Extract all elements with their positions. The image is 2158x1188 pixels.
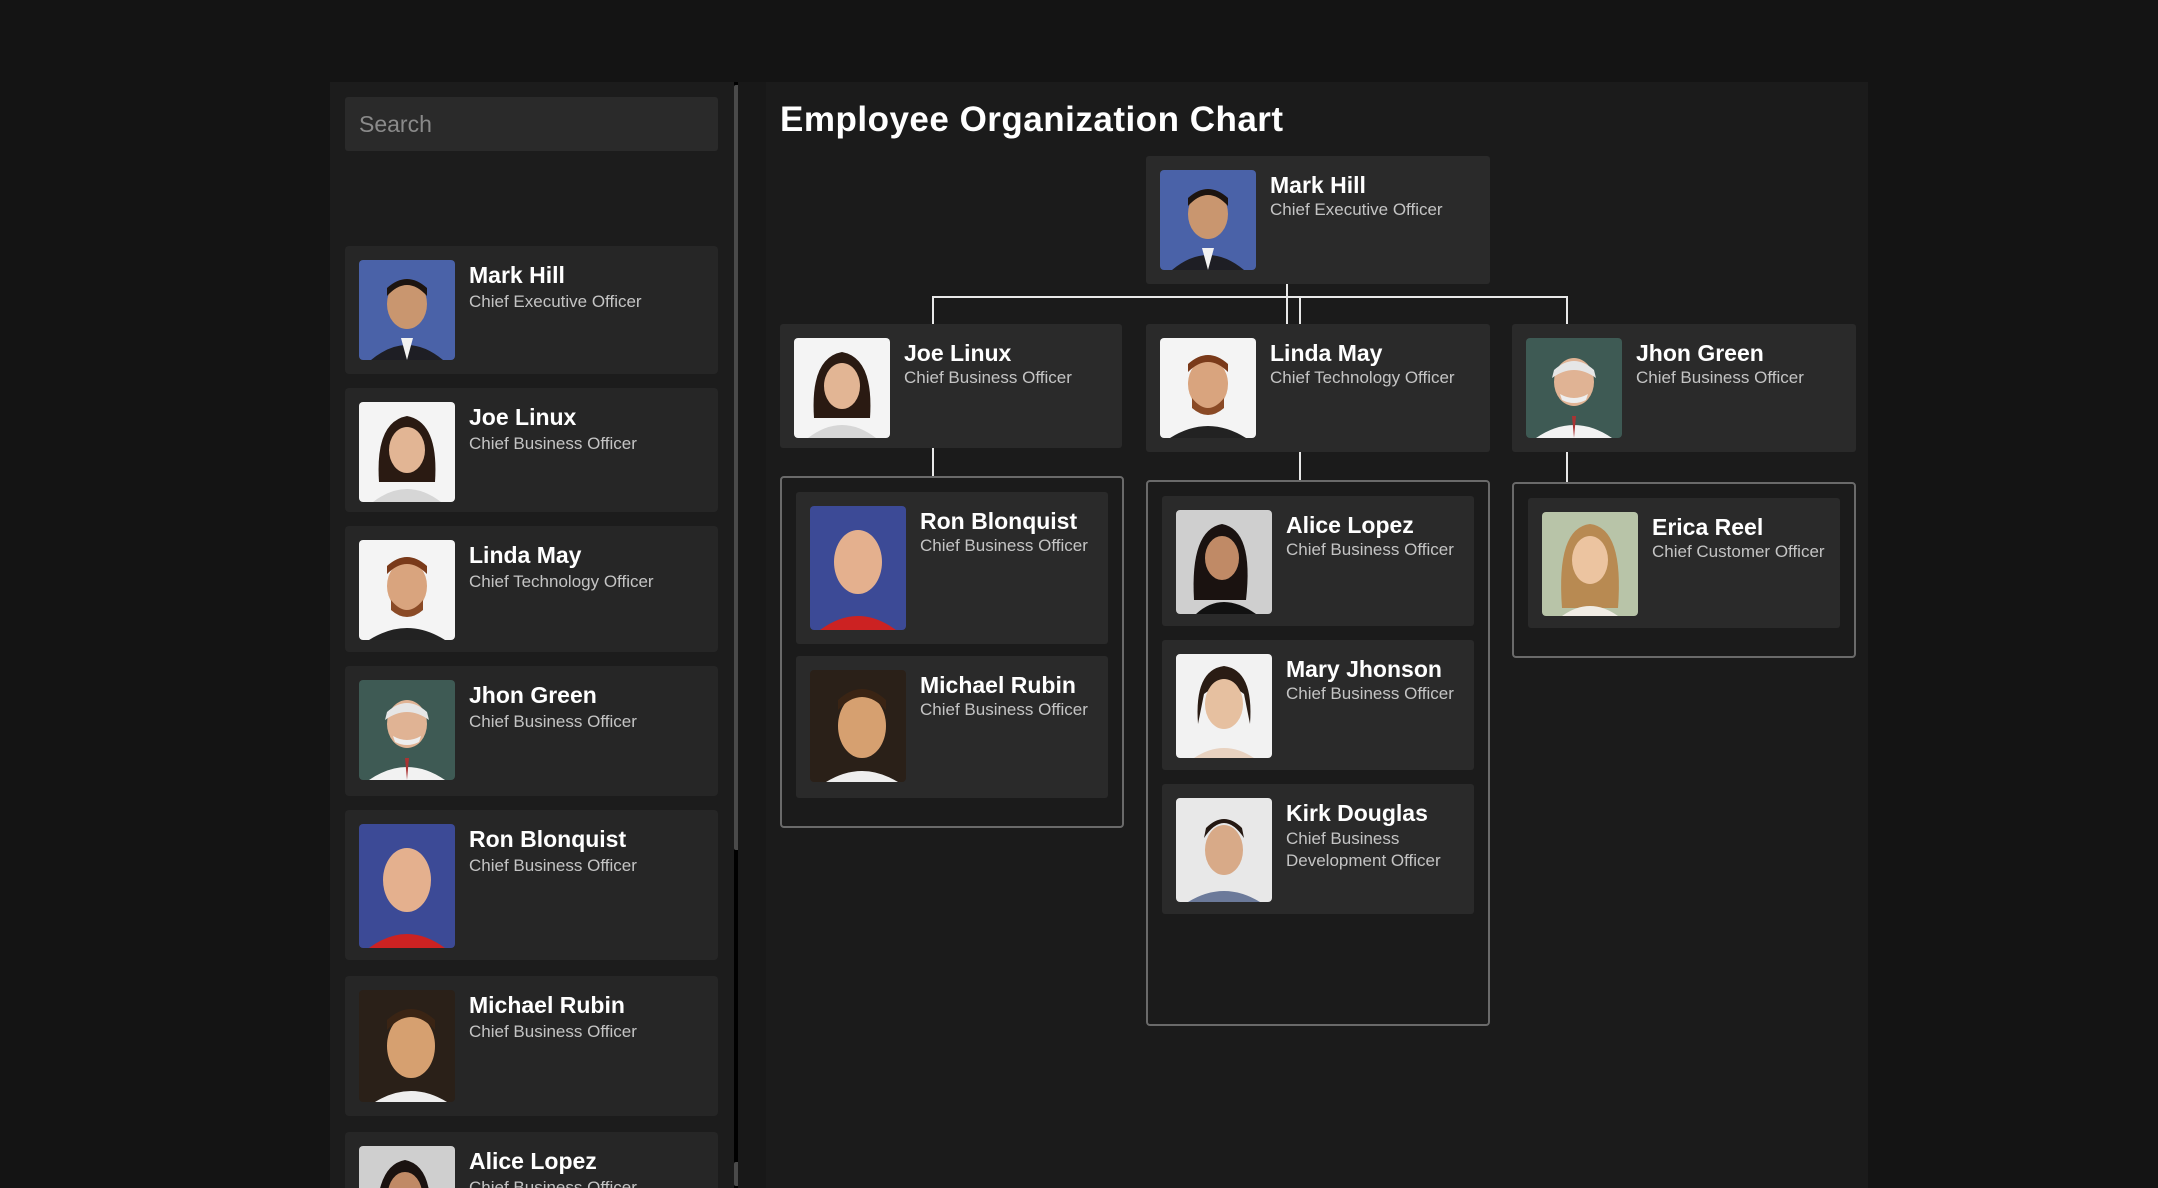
employee-title: Chief Business Officer xyxy=(920,700,1088,719)
connector-line xyxy=(1299,452,1301,480)
avatar xyxy=(1160,170,1256,270)
connector-line xyxy=(932,446,934,476)
avatar xyxy=(359,824,455,948)
org-chart: Employee Organization Chart Mark Hill Ch… xyxy=(766,82,1868,1188)
employee-title: Chief Business Officer xyxy=(469,434,637,453)
employee-name: Ron Blonquist xyxy=(469,826,627,852)
employee-name: Mary Jhonson xyxy=(1286,656,1442,682)
employee-title: Chief Business Officer xyxy=(469,856,637,875)
list-item[interactable]: Michael Rubin Chief Business Officer xyxy=(345,976,718,1116)
employee-list-panel: Mark Hill Chief Executive Officer Joe Li… xyxy=(330,82,738,1188)
avatar xyxy=(1176,798,1272,902)
org-node[interactable]: Erica Reel Chief Customer Officer xyxy=(1528,498,1840,628)
employee-title: Chief Business Officer xyxy=(904,368,1072,387)
app-window: Mark Hill Chief Executive Officer Joe Li… xyxy=(330,82,1868,1188)
org-node[interactable]: Mary Jhonson Chief Business Officer xyxy=(1162,640,1474,770)
employee-title: Chief Business Officer xyxy=(469,712,637,731)
connector-line xyxy=(1286,296,1288,330)
connector-line xyxy=(1299,296,1301,330)
list-item[interactable]: Joe Linux Chief Business Officer xyxy=(345,388,718,512)
report-group xyxy=(1146,480,1490,1026)
list-item[interactable]: Linda May Chief Technology Officer xyxy=(345,526,718,652)
employee-title: Chief Business Officer xyxy=(1286,540,1454,559)
org-node[interactable]: Linda May Chief Technology Officer xyxy=(1146,324,1490,452)
employee-title: Chief Business Officer xyxy=(920,536,1088,555)
employee-title-line: Development Officer xyxy=(1286,851,1441,870)
org-node[interactable]: Alice Lopez Chief Business Officer xyxy=(1162,496,1474,626)
avatar xyxy=(810,670,906,782)
employee-name: Mark Hill xyxy=(1270,172,1366,198)
avatar xyxy=(1542,512,1638,616)
employee-name: Mark Hill xyxy=(469,262,565,288)
search-input[interactable] xyxy=(345,97,718,151)
list-item[interactable]: Ron Blonquist Chief Business Officer xyxy=(345,810,718,960)
list-item[interactable]: Jhon Green Chief Business Officer xyxy=(345,666,718,796)
employee-name: Alice Lopez xyxy=(469,1148,597,1174)
avatar xyxy=(359,402,455,502)
scrollbar-thumb[interactable] xyxy=(734,1162,738,1186)
employee-title: Chief Business Officer xyxy=(469,1022,637,1041)
avatar xyxy=(810,506,906,630)
employee-name: Linda May xyxy=(1270,340,1383,366)
employee-title: Chief Business Officer xyxy=(1286,684,1454,703)
report-group xyxy=(1512,482,1856,658)
page-title: Employee Organization Chart xyxy=(780,100,1284,139)
employee-name: Linda May xyxy=(469,542,582,568)
org-node[interactable]: Ron Blonquist Chief Business Officer xyxy=(796,492,1108,644)
org-node[interactable]: Joe Linux Chief Business Officer xyxy=(780,324,1122,448)
employee-title: Chief Business Officer xyxy=(1636,368,1804,387)
employee-title: Chief Technology Officer xyxy=(469,572,654,591)
employee-name: Michael Rubin xyxy=(920,672,1076,698)
org-node[interactable]: Michael Rubin Chief Business Officer xyxy=(796,656,1108,798)
employee-name: Jhon Green xyxy=(1636,340,1764,366)
employee-name: Michael Rubin xyxy=(469,992,625,1018)
employee-name: Ron Blonquist xyxy=(920,508,1078,534)
scrollbar-thumb[interactable] xyxy=(734,85,738,850)
list-item[interactable]: Mark Hill Chief Executive Officer xyxy=(345,246,718,374)
employee-name: Alice Lopez xyxy=(1286,512,1414,538)
employee-name: Erica Reel xyxy=(1652,514,1764,540)
employee-title: Chief Customer Officer xyxy=(1652,542,1825,561)
org-node-root[interactable]: Mark Hill Chief Executive Officer xyxy=(1146,156,1490,284)
org-node[interactable]: Kirk Douglas Chief Business Development … xyxy=(1162,784,1474,914)
avatar xyxy=(359,260,455,360)
connector-line xyxy=(1566,296,1568,330)
connector-line xyxy=(932,296,1568,298)
employee-title: Chief Business Development Officer xyxy=(1286,828,1441,872)
avatar xyxy=(359,990,455,1102)
avatar xyxy=(1176,654,1272,758)
employee-title: Chief Technology Officer xyxy=(1270,368,1455,387)
employee-title-line: Chief Business xyxy=(1286,829,1400,848)
employee-name: Joe Linux xyxy=(904,340,1012,366)
connector-line xyxy=(1566,452,1568,482)
org-node[interactable]: Jhon Green Chief Business Officer xyxy=(1512,324,1856,452)
avatar xyxy=(359,540,455,640)
avatar xyxy=(1526,338,1622,438)
report-group xyxy=(780,476,1124,828)
avatar xyxy=(359,680,455,780)
connector-line xyxy=(932,296,934,330)
avatar xyxy=(1176,510,1272,614)
employee-title: Chief Executive Officer xyxy=(1270,200,1443,219)
employee-title: Chief Business Officer xyxy=(469,1178,637,1188)
employee-name: Joe Linux xyxy=(469,404,577,430)
employee-name: Jhon Green xyxy=(469,682,597,708)
employee-name: Kirk Douglas xyxy=(1286,800,1428,826)
avatar xyxy=(359,1146,455,1188)
list-item[interactable]: Alice Lopez Chief Business Officer xyxy=(345,1132,718,1188)
employee-title: Chief Executive Officer xyxy=(469,292,642,311)
avatar xyxy=(794,338,890,438)
avatar xyxy=(1160,338,1256,438)
